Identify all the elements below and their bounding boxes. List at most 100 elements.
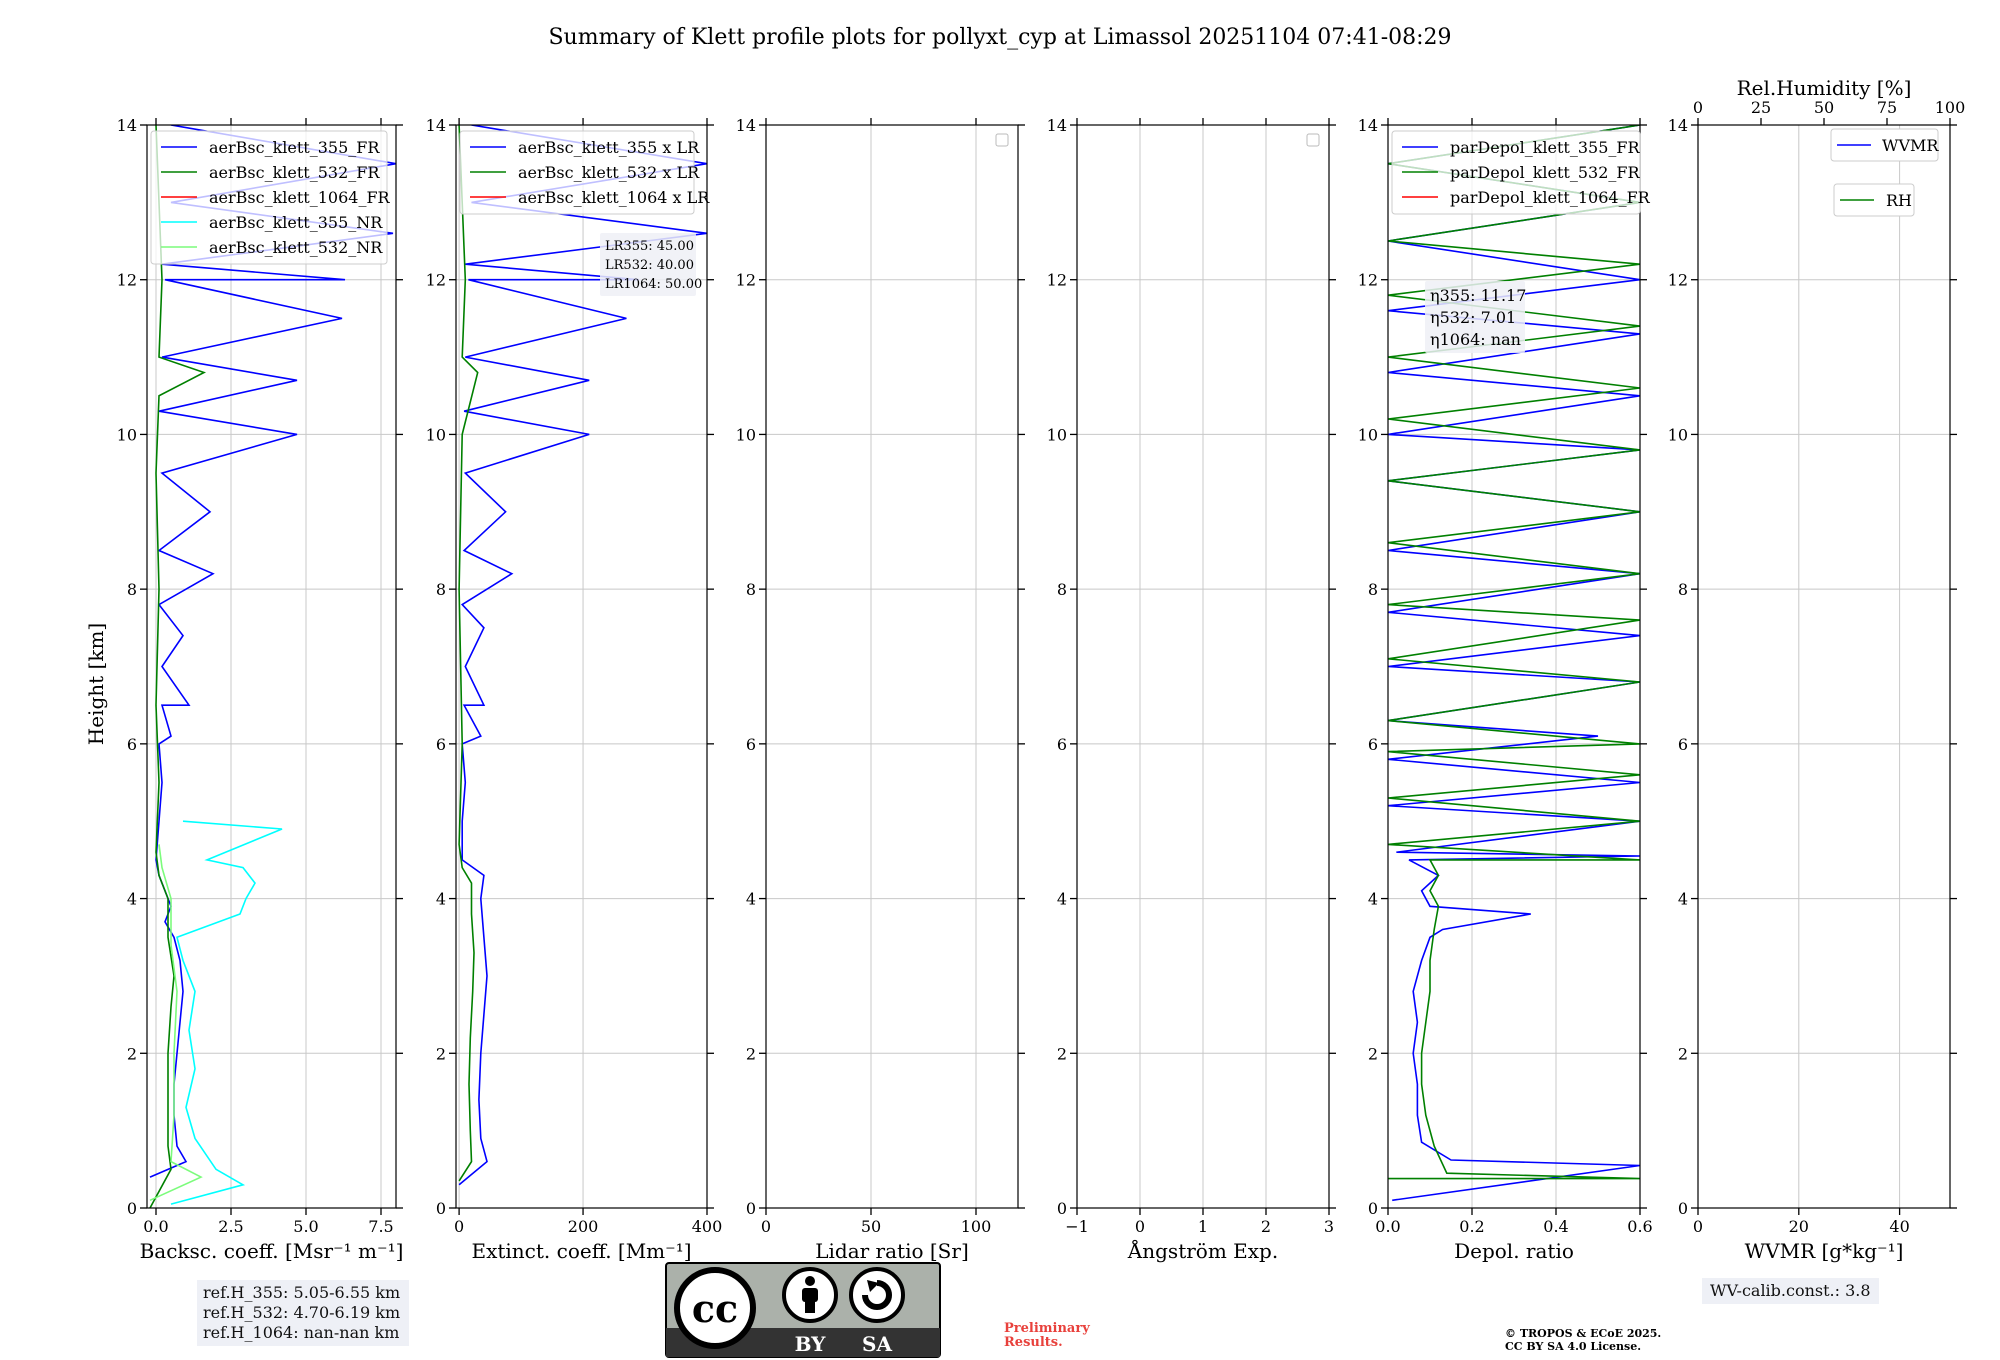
ytick-label-8: 8	[746, 580, 756, 599]
plot-frame	[455, 124, 708, 1209]
legend-label-aerbsc-klett-532-nr: aerBsc_klett_532_NR	[209, 238, 383, 257]
legend-box	[1391, 130, 1641, 215]
ytick-label-2: 2	[1678, 1044, 1688, 1063]
legend-label-pardepol-klett-1064-fr: parDepol_klett_1064_FR	[1450, 188, 1651, 207]
ytick-label-0: 0	[1678, 1199, 1688, 1218]
xtick-label-400: 400	[692, 1217, 723, 1236]
top-tick-label-75: 75	[1877, 98, 1897, 117]
ytick-label-10: 10	[1047, 425, 1067, 444]
ytick-label-4: 4	[746, 890, 756, 909]
cc-text: cc	[692, 1286, 738, 1331]
xtick-label-0: 0	[1693, 1217, 1703, 1236]
legend-label-aerbsc-klett-355-fr: aerBsc_klett_355_FR	[209, 138, 380, 157]
top-tick-label-100: 100	[1935, 98, 1966, 117]
cc-by-label: BY	[795, 1332, 827, 1356]
ytick-label-0: 0	[746, 1199, 756, 1218]
ytick-label-2: 2	[436, 1044, 446, 1063]
ytick-label-6: 6	[1678, 735, 1688, 754]
copyright-note: © TROPOS & ECoE 2025. CC BY SA 4.0 Licen…	[1505, 1327, 1661, 1353]
ytick-label-0: 0	[127, 1199, 137, 1218]
ytick-label-10: 10	[736, 425, 756, 444]
wv-calibration-box: WV-calib.const.: 3.8	[1702, 1278, 1879, 1304]
series-aerbsc-klett-355-x-lr	[458, 125, 707, 1186]
ytick-label-12: 12	[426, 271, 446, 290]
plot-frame	[1697, 124, 1951, 1209]
legend-label-pardepol-klett-355-fr: parDepol_klett_355_FR	[1450, 138, 1641, 157]
ytick-label-14: 14	[1047, 116, 1067, 135]
ytick-label-12: 12	[117, 271, 137, 290]
series-aerbsc-klett-532-x-lr	[458, 125, 479, 1182]
ytick-label-14: 14	[426, 116, 446, 135]
panel-depol: 0 2 4 6 8 10 12 14 0.0 0.2 0.4 0.6 Depol. ratio parDe…	[1358, 116, 1653, 1263]
annotation-line-1: LR532: 40.00	[605, 258, 694, 273]
ytick-label-6: 6	[127, 735, 137, 754]
wv-calib-text: WV-calib.const.: 3.8	[1710, 1281, 1871, 1300]
ytick-label-4: 4	[1368, 890, 1378, 909]
ytick-label-8: 8	[436, 580, 446, 599]
y-axis-label: Height [km]	[84, 623, 108, 745]
series-aerbsc-klett-532-fr	[149, 125, 207, 1208]
panel-lidar-ratio: 0 2 4 6 8 10 12 14 0 50 100 Lidar ratio [Sr]	[736, 116, 1025, 1263]
ytick-label-2: 2	[1057, 1044, 1067, 1063]
top-tick-label-0: 0	[1693, 98, 1703, 117]
xtick-label-0-4: 0.4	[1543, 1217, 1568, 1236]
x-axis-label: WVMR [g*kg⁻¹]	[1745, 1239, 1904, 1263]
annotation-line-2: LR1064: 50.00	[605, 277, 702, 292]
xtick-label-0: 0.0	[143, 1217, 168, 1236]
plot-frame	[146, 124, 397, 1209]
legend-box	[150, 130, 388, 265]
ref-height-532: ref.H_532: 4.70-6.19 km	[203, 1303, 401, 1322]
xtick-label-2-5: 2.5	[218, 1217, 243, 1236]
person-icon	[805, 1276, 815, 1286]
x-axis-label: Backsc. coeff. [Msr⁻¹ m⁻¹]	[140, 1239, 404, 1263]
series-aerbsc-klett-355-fr	[149, 125, 396, 1178]
ytick-label-12: 12	[736, 271, 756, 290]
legend-label-pardepol-klett-532-fr: parDepol_klett_532_FR	[1450, 163, 1641, 182]
ytick-label-14: 14	[736, 116, 756, 135]
panel-backscatter: 0 2 4 6 8 10 12 14 0.0 2.5 5.0 7.5 Backsc. coeff. [M…	[117, 116, 404, 1263]
ytick-label-14: 14	[117, 116, 137, 135]
ytick-label-14: 14	[1358, 116, 1378, 135]
xtick-label-0: 0	[454, 1217, 464, 1236]
ytick-label-4: 4	[127, 890, 137, 909]
ytick-label-2: 2	[746, 1044, 756, 1063]
ytick-label-8: 8	[1368, 580, 1378, 599]
annotation-line-0: LR355: 45.00	[605, 239, 694, 254]
xtick-label-5: 5.0	[293, 1217, 318, 1236]
annotation-box	[1425, 281, 1525, 353]
ytick-label-4: 4	[1678, 890, 1688, 909]
plot-frame	[765, 124, 1019, 1209]
copyright-line-2: CC BY SA 4.0 License.	[1505, 1340, 1642, 1353]
xtick-label-2: 2	[1261, 1217, 1271, 1236]
annotation-box	[600, 233, 696, 296]
ytick-label-12: 12	[1047, 271, 1067, 290]
series-aerbsc-klett-355-nr	[170, 820, 283, 1205]
ytick-label-0: 0	[1057, 1199, 1067, 1218]
xtick-label-0-2: 0.2	[1459, 1217, 1484, 1236]
legend-label-aerbsc-klett-1064-x-lr: aerBsc_klett_1064 x LR	[518, 188, 710, 207]
ytick-label-2: 2	[127, 1044, 137, 1063]
xtick-label-40: 40	[1889, 1217, 1909, 1236]
reference-height-box: ref.H_355: 5.05-6.55 km ref.H_532: 4.70-…	[197, 1280, 409, 1346]
ytick-label-8: 8	[1057, 580, 1067, 599]
xtick-label-1: 1	[1198, 1217, 1208, 1236]
xtick-label-0: 0	[761, 1217, 771, 1236]
legend-label-wvmr: WVMR	[1882, 136, 1939, 155]
x-axis-label: Extinct. coeff. [Mm⁻¹]	[471, 1239, 691, 1263]
ytick-label-4: 4	[1057, 890, 1067, 909]
ytick-label-6: 6	[1057, 735, 1067, 754]
ytick-label-14: 14	[1668, 116, 1688, 135]
xtick-label-0: 0.0	[1375, 1217, 1400, 1236]
xtick-label-0: 0	[1135, 1217, 1145, 1236]
empty-legend-box	[1306, 133, 1320, 147]
annotation-line-0: η355: 11.17	[1430, 286, 1526, 305]
ytick-label-12: 12	[1668, 271, 1688, 290]
ytick-label-8: 8	[1678, 580, 1688, 599]
panel-wvmr: 0 2 4 6 8 10 12 14 0 20 40 WVMR [g*kg⁻¹] 0 25 50 75 100 R…	[1668, 76, 1966, 1263]
series-pardepol-klett-355-fr	[1388, 125, 1640, 1202]
xtick-label-1: −1	[1065, 1217, 1089, 1236]
xtick-label-3: 3	[1324, 1217, 1334, 1236]
ytick-label-10: 10	[1358, 425, 1378, 444]
legend-label-rh: RH	[1886, 191, 1912, 210]
